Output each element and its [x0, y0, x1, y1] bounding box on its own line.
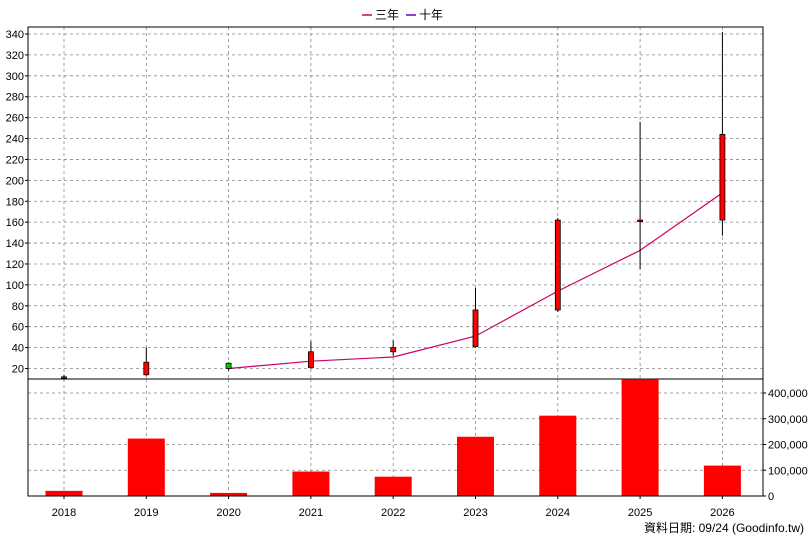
price-tick-label: 300 — [6, 71, 24, 83]
x-tick-label: 2025 — [628, 507, 652, 519]
candle-2019 — [143, 347, 150, 376]
volume-tick-label: 200,000 — [768, 440, 808, 452]
x-tick-label: 2022 — [381, 507, 405, 519]
x-tick-label: 2020 — [216, 507, 240, 519]
x-tick-label: 2026 — [710, 507, 734, 519]
candle-2022 — [390, 340, 397, 356]
price-tick-label: 100 — [6, 280, 24, 292]
legend-label-10yr: 十年 — [419, 8, 443, 22]
volume-tick-label: 0 — [768, 491, 774, 503]
price-tick-label: 240 — [6, 134, 24, 146]
x-tick-label: 2023 — [463, 507, 487, 519]
candle-body — [143, 361, 150, 376]
legend-label-3yr: 三年 — [375, 8, 399, 22]
volume-plot-frame — [27, 378, 764, 497]
candle-body — [307, 351, 314, 368]
price-plot-frame — [27, 26, 764, 380]
volume-bar-2019 — [127, 438, 165, 496]
volume-panel: 0 100,000 200,000 300,000 400,000 — [27, 378, 808, 503]
candle-2020 — [225, 362, 232, 371]
price-tick-label: 220 — [6, 154, 24, 166]
x-tick-label: 2018 — [52, 507, 76, 519]
price-tick-label: 140 — [6, 238, 24, 250]
x-axis: 2018 2019 2020 2021 2022 2023 2024 2025 2026 — [52, 496, 735, 519]
volume-bar-2026 — [703, 465, 741, 496]
candle-2024 — [554, 217, 561, 313]
volume-tick-label: 400,000 — [768, 388, 808, 400]
price-tick-label: 60 — [12, 322, 24, 334]
candle-2025 — [637, 121, 643, 270]
x-tick-label: 2021 — [299, 507, 323, 519]
price-candles — [61, 31, 726, 379]
price-y-axis: 20 40 60 80 100 120 140 160 180 200 220 240 260 280 30… — [6, 29, 28, 376]
candle-2023 — [472, 288, 479, 348]
price-tick-label: 320 — [6, 50, 24, 62]
volume-bar-2022 — [374, 476, 412, 496]
volume-bar-2018 — [45, 490, 83, 496]
x-tick-label: 2024 — [546, 507, 570, 519]
volume-bars — [45, 379, 741, 496]
volume-bar-2023 — [457, 436, 494, 496]
volume-bar-2020 — [210, 492, 248, 496]
price-tick-label: 80 — [12, 301, 24, 313]
volume-tick-label: 300,000 — [768, 414, 808, 426]
price-tick-label: 280 — [6, 92, 24, 104]
volume-bar-2025 — [621, 379, 659, 496]
candle-2018 — [61, 374, 67, 379]
candle-body — [719, 133, 726, 221]
candle-body — [472, 309, 479, 347]
x-tick-label: 2019 — [134, 507, 158, 519]
price-gridlines — [28, 27, 763, 379]
price-tick-label: 340 — [6, 29, 24, 41]
volume-bar-2021 — [292, 471, 330, 496]
price-tick-label: 120 — [6, 259, 24, 271]
volume-tick-label: 100,000 — [768, 465, 808, 477]
candle-2026 — [719, 31, 726, 236]
candle-body — [554, 219, 561, 311]
candle-body — [390, 347, 397, 353]
legend: 三年 十年 — [362, 8, 443, 22]
price-tick-label: 40 — [12, 343, 24, 355]
volume-bar-2024 — [539, 415, 577, 496]
candle-body — [225, 362, 232, 369]
price-tick-label: 180 — [6, 196, 24, 208]
price-tick-label: 260 — [6, 113, 24, 125]
candle-body — [637, 219, 643, 222]
price-tick-label: 20 — [12, 364, 24, 376]
volume-y-axis: 0 100,000 200,000 300,000 400,000 — [763, 388, 808, 503]
price-panel: 20 40 60 80 100 120 140 160 180 200 220 240 260 280 30… — [6, 26, 764, 380]
price-tick-label: 200 — [6, 175, 24, 187]
price-tick-label: 160 — [6, 217, 24, 229]
footer-source: 資料日期: 09/24 (Goodinfo.tw) — [644, 521, 804, 535]
candle-2021 — [307, 341, 314, 369]
candle-body — [61, 376, 67, 379]
